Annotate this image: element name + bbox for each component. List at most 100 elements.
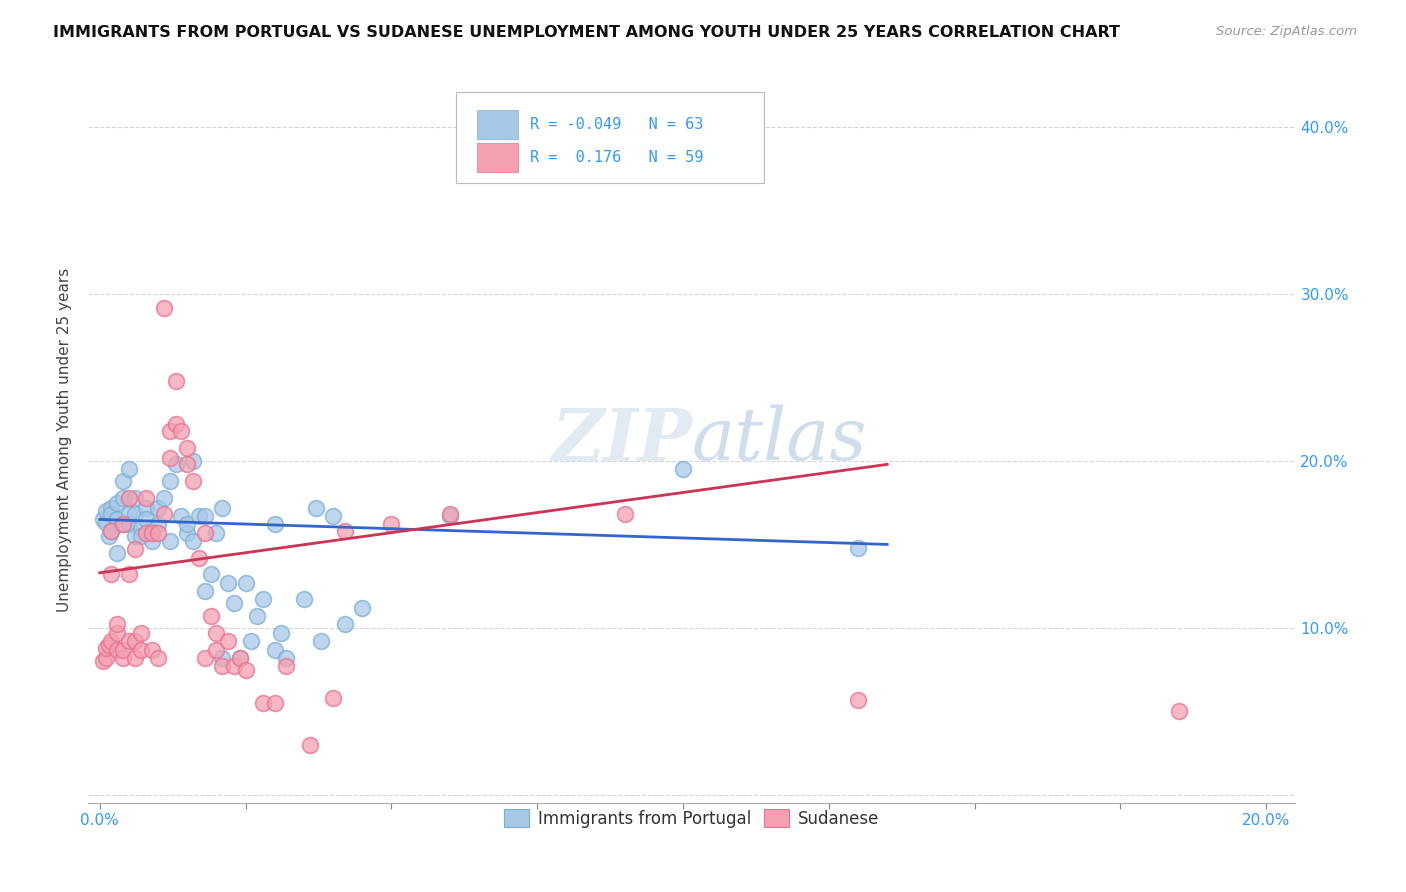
Point — [322, 509, 344, 524]
Point — [124, 529, 146, 543]
Point — [118, 634, 141, 648]
Point — [252, 592, 274, 607]
Point — [194, 584, 217, 599]
Point — [205, 642, 228, 657]
Point — [129, 642, 152, 657]
Point — [181, 534, 204, 549]
Point — [211, 500, 233, 515]
Point — [124, 508, 146, 522]
Text: IMMIGRANTS FROM PORTUGAL VS SUDANESE UNEMPLOYMENT AMONG YOUTH UNDER 25 YEARS COR: IMMIGRANTS FROM PORTUGAL VS SUDANESE UNE… — [53, 25, 1121, 40]
Point — [333, 617, 356, 632]
Point — [304, 500, 326, 515]
Point — [105, 512, 128, 526]
Text: ZIP: ZIP — [551, 405, 692, 475]
Point — [146, 500, 169, 515]
Point — [176, 525, 198, 540]
Point — [94, 640, 117, 655]
Point — [105, 546, 128, 560]
Point — [146, 651, 169, 665]
Point — [91, 654, 114, 668]
Point — [311, 634, 333, 648]
Point — [194, 525, 217, 540]
Point — [176, 517, 198, 532]
Point — [276, 651, 298, 665]
Point — [229, 651, 252, 665]
Point — [124, 491, 146, 505]
Point — [170, 424, 193, 438]
Point — [112, 642, 135, 657]
Point — [91, 512, 114, 526]
Point — [112, 651, 135, 665]
Point — [94, 651, 117, 665]
Point — [105, 642, 128, 657]
Point — [270, 625, 292, 640]
Text: atlas: atlas — [692, 405, 868, 475]
Y-axis label: Unemployment Among Youth under 25 years: Unemployment Among Youth under 25 years — [58, 268, 72, 612]
Point — [170, 509, 193, 524]
Point — [118, 517, 141, 532]
Point — [124, 634, 146, 648]
Point — [276, 659, 298, 673]
Point — [153, 508, 176, 522]
Point — [100, 508, 122, 522]
Point — [159, 450, 181, 465]
Point — [194, 509, 217, 524]
Text: R = -0.049   N = 63: R = -0.049 N = 63 — [530, 117, 703, 132]
Point — [135, 525, 157, 540]
Point — [181, 474, 204, 488]
Point — [165, 458, 187, 472]
Point — [439, 509, 461, 524]
Point — [222, 659, 245, 673]
Point — [263, 642, 285, 657]
Point — [229, 651, 252, 665]
Point — [846, 541, 869, 555]
Point — [112, 491, 135, 505]
Point — [97, 529, 120, 543]
Point — [159, 424, 181, 438]
Point — [211, 651, 233, 665]
Point — [112, 517, 135, 532]
Point — [217, 575, 239, 590]
Point — [188, 550, 211, 565]
Point — [188, 509, 211, 524]
Point — [165, 374, 187, 388]
Point — [100, 634, 122, 648]
Point — [153, 301, 176, 315]
Point — [112, 517, 135, 532]
Point — [118, 462, 141, 476]
FancyBboxPatch shape — [457, 92, 765, 183]
Point — [153, 491, 176, 505]
Point — [352, 600, 374, 615]
Point — [129, 529, 152, 543]
Point — [159, 534, 181, 549]
Point — [135, 500, 157, 515]
Point — [200, 567, 222, 582]
Point — [141, 642, 163, 657]
Point — [613, 508, 636, 522]
Point — [240, 634, 263, 648]
Point — [439, 508, 461, 522]
Point — [672, 462, 695, 476]
Point — [112, 474, 135, 488]
Point — [141, 524, 163, 538]
Point — [141, 534, 163, 549]
Point — [124, 651, 146, 665]
Point — [129, 521, 152, 535]
Point — [135, 491, 157, 505]
Point — [380, 517, 402, 532]
Point — [165, 417, 187, 432]
Point — [235, 663, 257, 677]
Point — [176, 441, 198, 455]
Point — [100, 500, 122, 515]
Point — [135, 512, 157, 526]
Point — [100, 524, 122, 538]
Point — [146, 525, 169, 540]
Point — [94, 516, 117, 530]
Point — [118, 491, 141, 505]
Text: Source: ZipAtlas.com: Source: ZipAtlas.com — [1216, 25, 1357, 38]
Point — [1167, 704, 1189, 718]
Point — [222, 596, 245, 610]
Point — [159, 474, 181, 488]
Point — [211, 659, 233, 673]
Point — [100, 567, 122, 582]
